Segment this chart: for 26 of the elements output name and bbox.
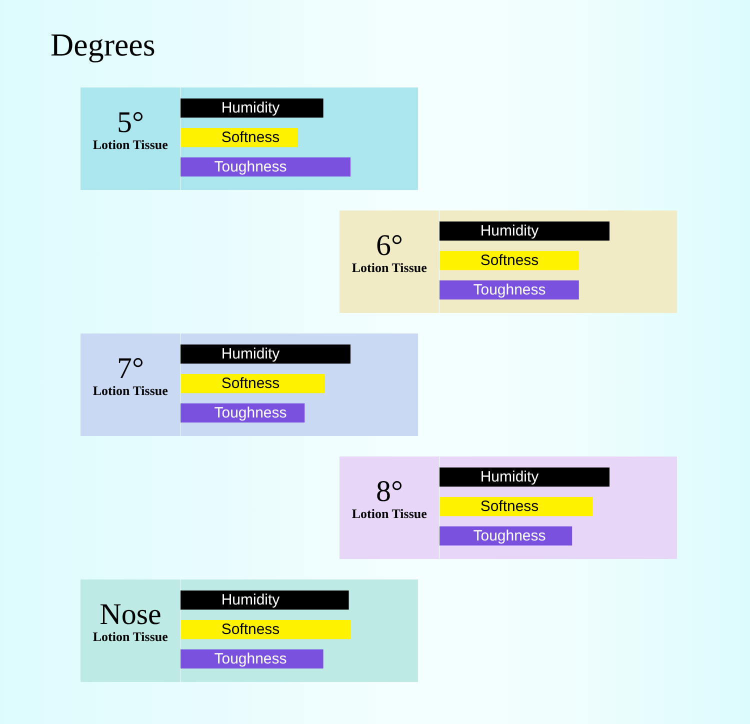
y-tick-label: Humidity <box>221 346 280 363</box>
y-tick-label: Humidity <box>480 222 540 240</box>
text: 6° <box>376 229 403 262</box>
text: 7° <box>117 352 144 385</box>
y-tick-label: Toughness <box>214 158 287 176</box>
text: 8° <box>376 475 403 508</box>
text: Lotion Tissue <box>92 137 168 152</box>
y-tick-label: Toughness <box>214 404 287 422</box>
y-tick-label: Toughness <box>214 650 287 668</box>
y-tick-label: Toughness <box>473 281 546 298</box>
y-tick-label: Toughness <box>473 527 546 544</box>
text: Lotion Tissue <box>92 383 168 398</box>
text: Degrees <box>50 26 156 62</box>
y-tick-label: Softness <box>221 375 280 392</box>
text: 5° <box>117 106 144 139</box>
text: Lotion Tissue <box>352 506 428 521</box>
y-tick-label: Softness <box>221 621 280 638</box>
y-tick-label: Humidity <box>221 592 280 609</box>
y-tick-label: Humidity <box>480 468 540 486</box>
y-tick-label: Humidity <box>221 100 280 117</box>
text: Lotion Tissue <box>352 260 428 275</box>
y-tick-label: Softness <box>480 252 539 270</box>
text: Nose <box>100 598 162 631</box>
y-tick-label: Softness <box>480 498 539 516</box>
text: Lotion Tissue <box>92 629 168 644</box>
y-tick-label: Softness <box>221 129 280 146</box>
